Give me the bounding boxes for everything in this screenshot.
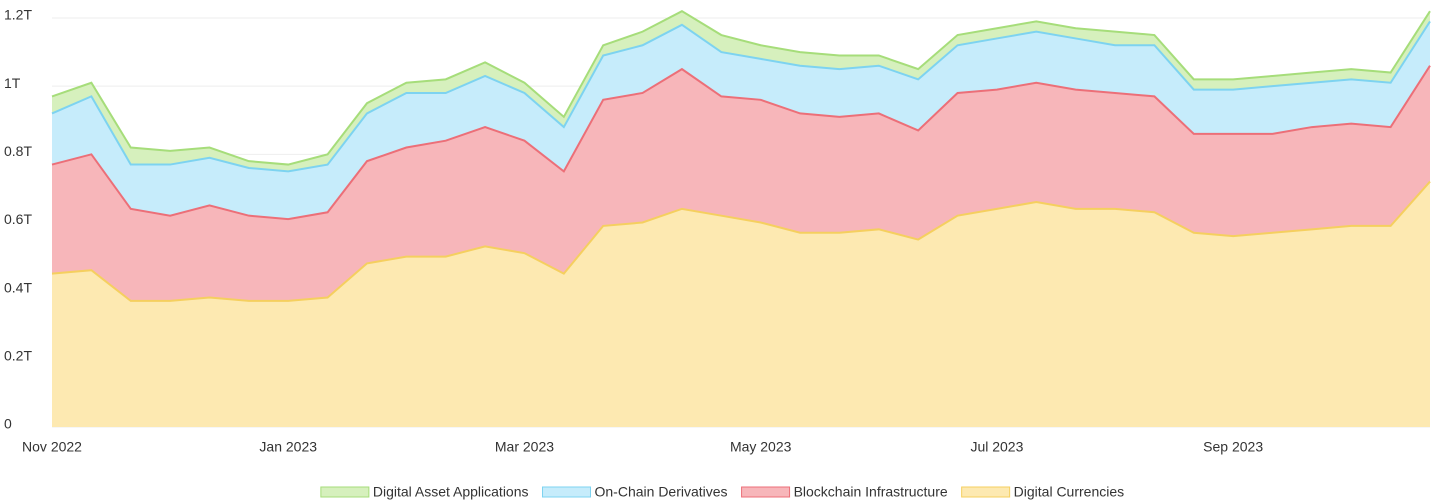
area-fill [52,11,1430,172]
areas [51,10,1431,427]
y-tick-label: 0.2T [4,348,32,364]
legend-label: Digital Currencies [1014,484,1124,500]
legend: Digital Asset Applications On-Chain Deriv… [320,484,1124,500]
y-tick-label: 0 [4,416,12,432]
x-tick-label: May 2023 [730,439,792,455]
legend-swatch [961,486,1011,498]
area-fill [52,21,1430,220]
legend-label: On-Chain Derivatives [595,484,728,500]
area-line [51,20,1431,173]
legend-swatch [542,486,592,498]
area-line [51,65,1431,221]
area-line [51,10,1431,166]
y-tick-label: 0.4T [4,279,32,295]
x-tick-label: Jul 2023 [970,439,1023,455]
legend-label: Blockchain Infrastructure [794,484,948,500]
y-tick-label: 0.6T [4,211,32,227]
x-tick-label: Jan 2023 [259,439,317,455]
y-tick-label: 1T [4,75,21,91]
y-tick-label: 0.8T [4,143,32,159]
legend-swatch [320,486,370,498]
area-fill [52,65,1430,301]
area-fill [52,181,1430,427]
x-tick-label: Mar 2023 [495,439,554,455]
x-tick-label: Nov 2022 [22,439,82,455]
x-tick-label: Sep 2023 [1203,439,1263,455]
legend-swatch [741,486,791,498]
legend-label: Digital Asset Applications [373,484,529,500]
y-tick-label: 1.2T [4,7,32,23]
area-line [51,180,1431,302]
